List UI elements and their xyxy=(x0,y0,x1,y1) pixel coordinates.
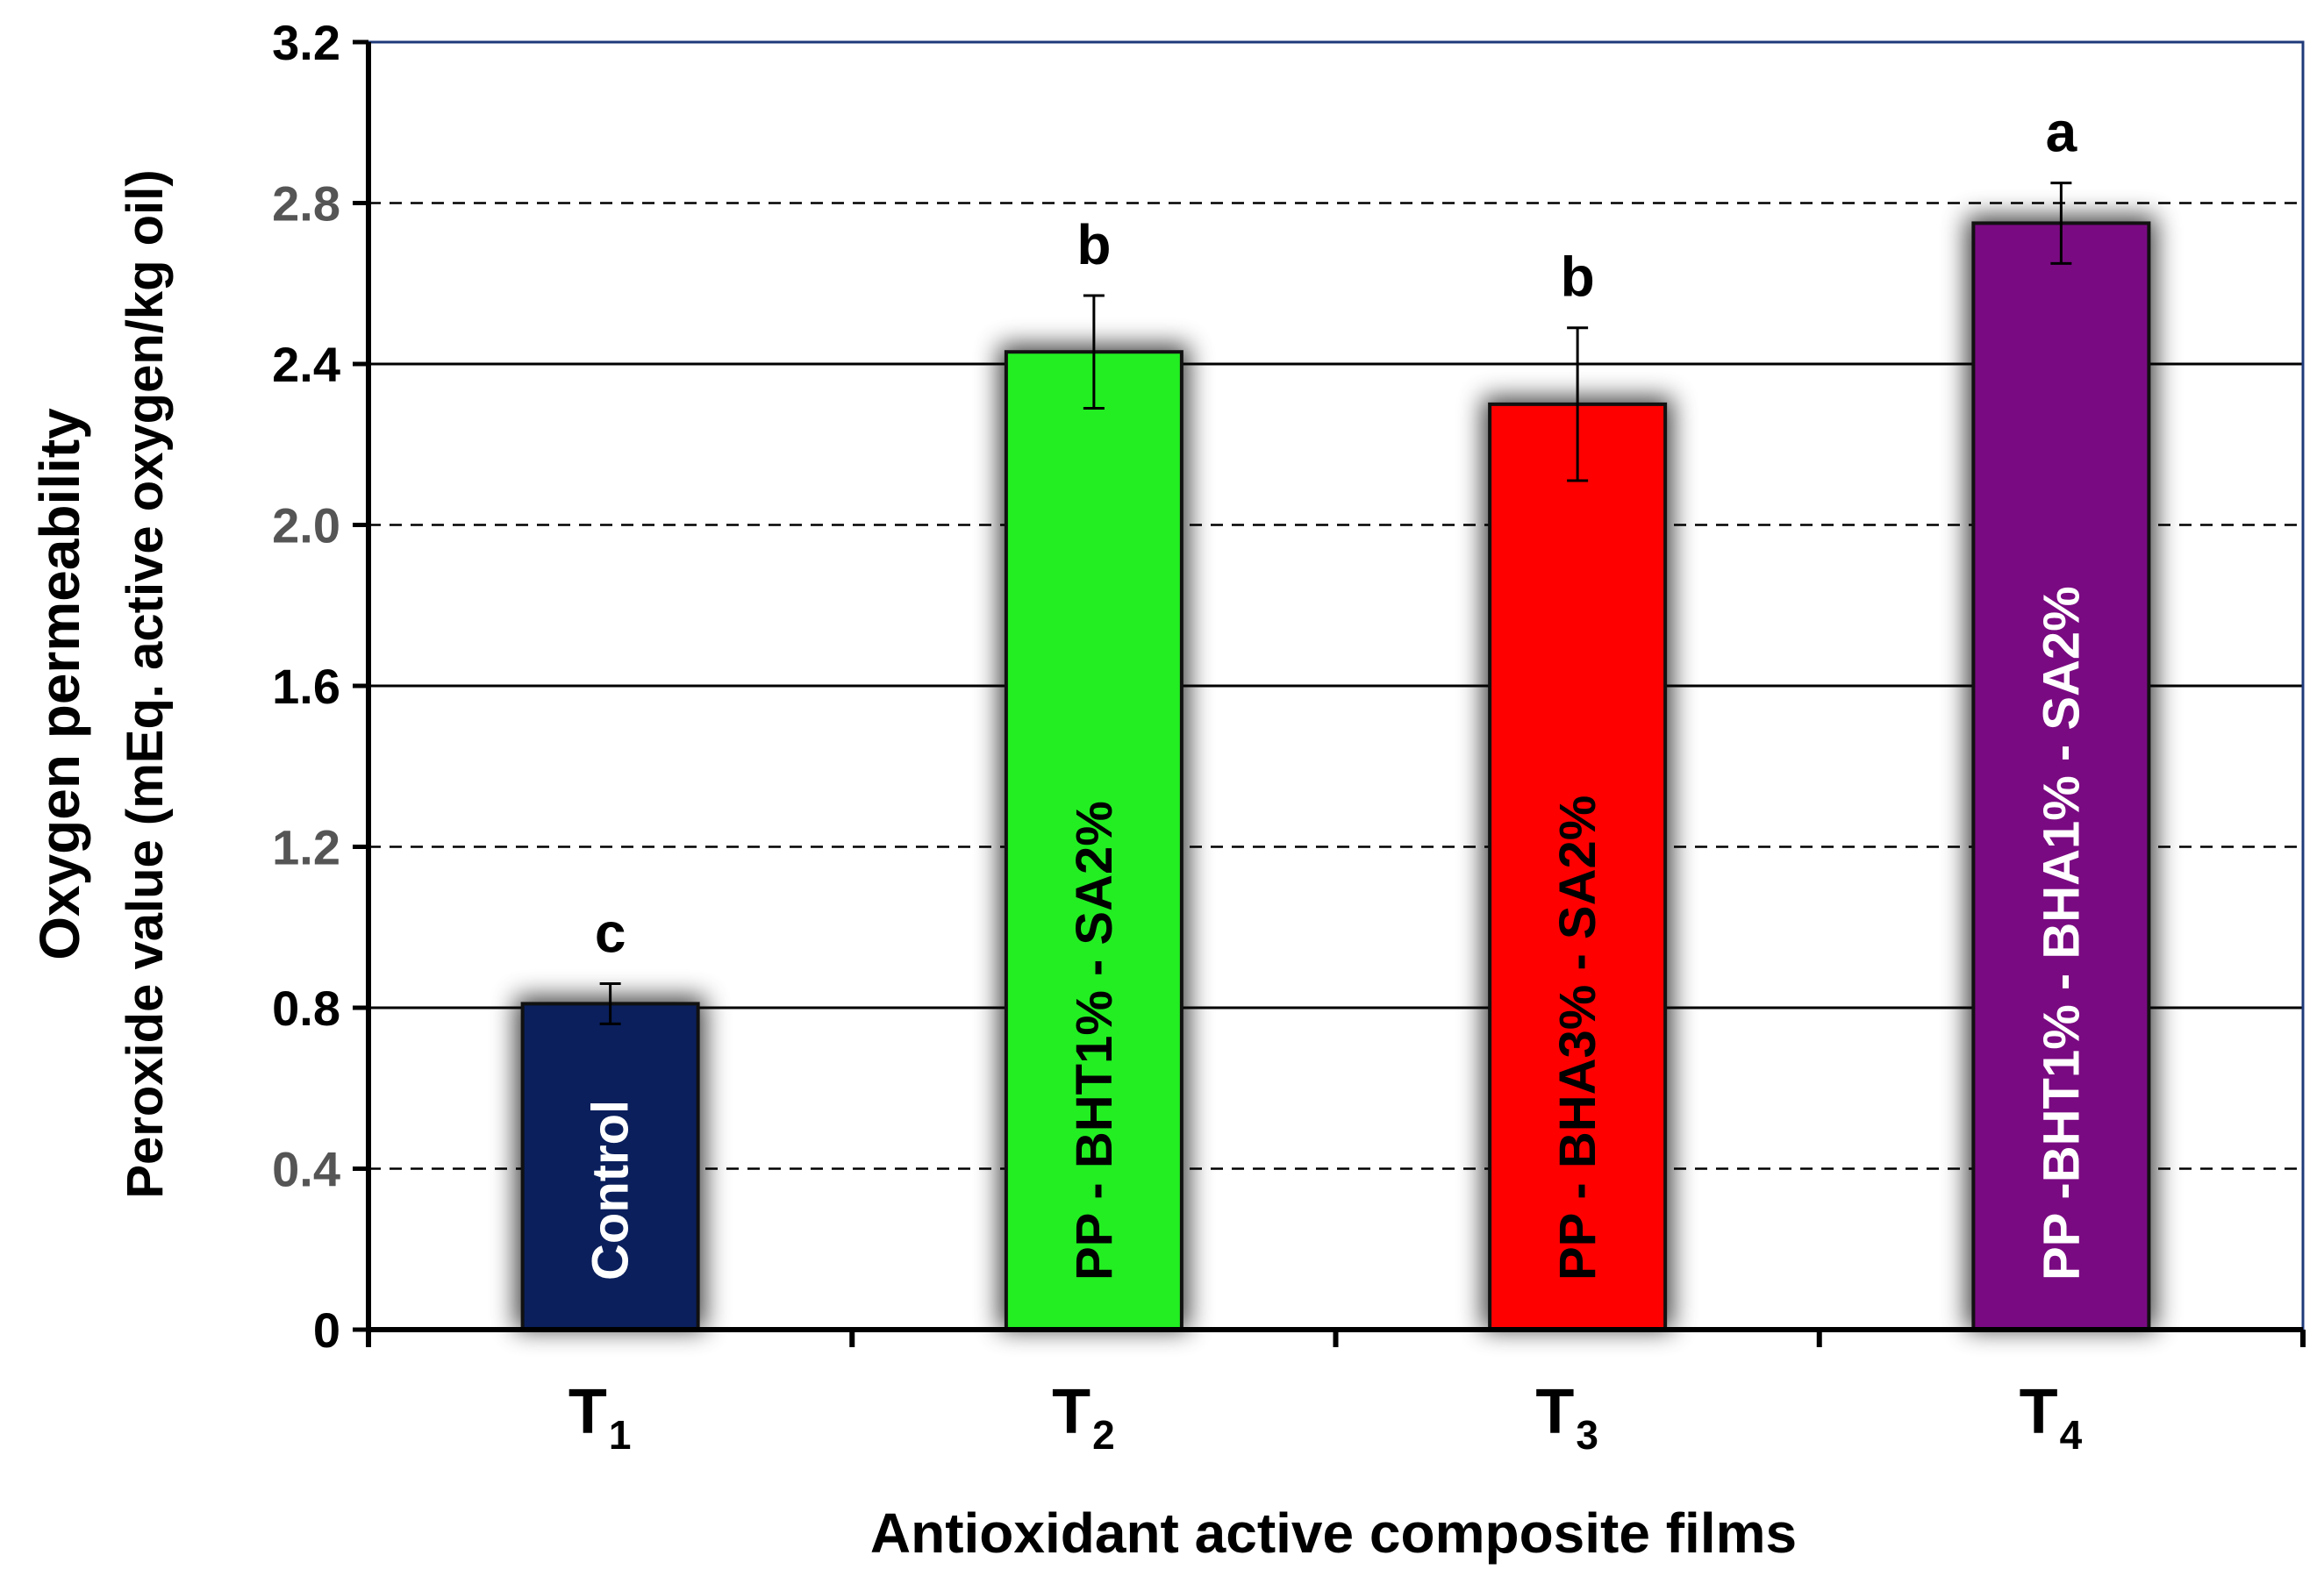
significance-letter: a xyxy=(2046,101,2077,164)
y-axis-title-line2: Peroxide value (mEq. active oxygen/kg oi… xyxy=(117,169,174,1198)
y-tick-label: 1.6 xyxy=(272,659,340,714)
y-tick-label: 0 xyxy=(313,1302,340,1358)
bar-label: PP -BHT1% - BHA1% - SA2% xyxy=(2033,586,2090,1281)
bar-group: b PP - BHA3% - SA2% xyxy=(1483,246,1673,1331)
significance-letter: c xyxy=(595,901,626,964)
bar-group: a PP -BHT1% - BHA1% - SA2% xyxy=(1966,101,2156,1331)
bars: c Control b PP - BHT1% - SA2% b PP - BHA3% - … xyxy=(515,101,2156,1331)
x-tick-label: T3 xyxy=(1535,1377,1598,1458)
significance-letter: b xyxy=(1076,213,1111,276)
y-tick-label: 0.8 xyxy=(272,981,340,1036)
y-tick-label: 0.4 xyxy=(272,1142,340,1197)
axes xyxy=(353,39,2306,1347)
x-tick-labels: T1 T2 T3 T4 xyxy=(568,1377,2083,1458)
y-tick-label: 2.8 xyxy=(272,176,340,232)
bar-label: PP - BHT1% - SA2% xyxy=(1066,801,1123,1281)
y-tick-label: 2.4 xyxy=(272,337,340,392)
bar xyxy=(1488,402,1668,1331)
x-tick-label: T2 xyxy=(1052,1377,1115,1458)
y-tick-label: 3.2 xyxy=(272,15,340,70)
x-axis-title: Antioxidant active composite films xyxy=(870,1502,1797,1565)
y-tick-label: 2.0 xyxy=(272,498,340,553)
x-tick-label: T1 xyxy=(568,1377,632,1458)
y-tick-label: 1.2 xyxy=(272,820,340,875)
x-tick-label: T4 xyxy=(2020,1377,2083,1458)
bar-label: Control xyxy=(583,1100,640,1281)
significance-letter: b xyxy=(1561,246,1595,309)
y-tick-labels: 0 0.4 0.8 1.2 1.6 2.0 2.4 2.8 3.2 xyxy=(272,15,340,1358)
bar-group: c Control xyxy=(515,901,705,1331)
bar-group: b PP - BHT1% - SA2% xyxy=(998,213,1189,1331)
y-axis-title-line1: Oxygen permeability xyxy=(28,408,91,960)
bar-label: PP - BHA3% - SA2% xyxy=(1549,796,1606,1281)
